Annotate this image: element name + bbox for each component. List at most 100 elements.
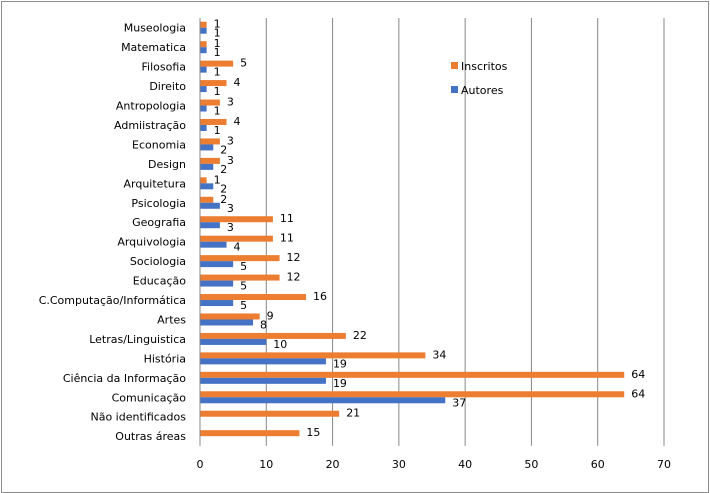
bar-inscritos [200,196,214,203]
data-label-inscritos: 34 [432,348,446,361]
bar-inscritos [200,391,625,398]
bar-inscritos [200,80,227,87]
data-label-inscritos: 16 [313,290,327,303]
bar-inscritos [200,235,273,242]
bar-autores [200,377,326,384]
category-labels: Museologia Matematica Filosofia Direito Antr… [39,22,187,443]
bar-inscritos [200,118,227,125]
data-label-autores: 3 [227,221,234,234]
bar-autores [200,241,227,248]
bar-inscritos [200,352,426,359]
bar-inscritos [200,294,307,301]
x-tick-label: 50 [524,458,538,471]
bar-inscritos [200,60,234,67]
bar-inscritos [200,177,207,184]
data-label-autores: 8 [260,318,267,331]
bar-inscritos [200,371,625,378]
bar-autores [200,105,207,112]
category-label: Artes [157,313,186,326]
category-label: Comunicação [112,391,187,404]
bar-inscritos [200,410,340,417]
bar-inscritos [200,99,220,106]
bar-autores [200,338,267,345]
data-label-inscritos: 1 [214,18,221,31]
bar-inscritos [200,157,220,164]
data-label-autores: 19 [333,357,347,370]
data-label-autores: 5 [240,260,247,273]
x-tick-label: 20 [326,458,340,471]
data-label-inscritos: 3 [227,96,234,109]
data-labels: 1111514131413232122311311412512516598221… [214,18,646,439]
category-label: Letras/Linguistica [89,333,186,346]
bar-inscritos [200,274,280,281]
bar-autores [200,66,207,73]
category-label: Direito [149,80,186,93]
category-label: Psicologia [131,197,186,210]
data-label-inscritos: 3 [227,154,234,167]
data-label-inscritos: 4 [234,76,241,89]
category-label: Outras áreas [115,430,186,443]
data-label-inscritos: 21 [346,407,360,420]
bar-autores [200,300,234,307]
legend-label: Autores [461,84,504,97]
data-label-inscritos: 11 [280,232,294,245]
data-label-autores: 5 [240,280,247,293]
data-label-autores: 1 [214,46,221,59]
data-label-inscritos: 2 [220,193,227,206]
data-label-autores: 3 [227,202,234,215]
category-label: História [144,352,186,365]
legend-label: Inscritos [461,60,508,73]
category-label: Sociologia [130,255,186,268]
category-label: Educação [133,275,186,288]
bar-autores [200,280,234,287]
x-tick-label: 10 [259,458,273,471]
bar-autores [200,202,220,209]
data-label-inscritos: 1 [214,37,221,50]
bar-inscritos [200,216,273,223]
data-label-inscritos: 1 [214,173,221,186]
data-label-inscritos: 5 [240,57,247,70]
bar-autores [200,27,207,34]
bar-inscritos [200,255,280,262]
bar-autores [200,144,214,151]
data-label-autores: 19 [333,377,347,390]
bar-inscritos [200,332,346,339]
x-tick-label: 0 [197,458,204,471]
bar-inscritos [200,313,260,320]
data-label-autores: 4 [234,241,241,254]
data-label-inscritos: 64 [631,387,645,400]
data-label-inscritos: 9 [267,309,274,322]
bar-inscritos [200,21,207,28]
bar-autores [200,222,220,229]
category-label: Design [148,158,186,171]
data-label-autores: 1 [214,66,221,79]
data-label-autores: 1 [214,85,221,98]
category-label: Admiistração [114,119,186,132]
category-label: Antropologia [116,100,186,113]
category-label: Arquitetura [124,177,187,190]
data-label-autores: 2 [220,163,227,176]
data-label-autores: 2 [220,143,227,156]
data-label-autores: 2 [220,182,227,195]
legend-swatch [451,62,458,69]
data-label-inscritos: 64 [631,368,645,381]
data-label-autores: 5 [240,299,247,312]
data-label-autores: 1 [214,124,221,137]
category-label: Filosofia [142,61,187,74]
data-label-inscritos: 15 [306,426,320,439]
legend: Inscritos Autores [451,60,508,97]
data-label-inscritos: 12 [287,251,301,264]
bar-autores [200,183,214,190]
data-label-autores: 37 [452,396,466,409]
x-tick-label: 40 [458,458,472,471]
category-label: Economia [132,138,186,151]
data-label-inscritos: 22 [353,329,367,342]
bar-autores [200,86,207,93]
x-tick-label: 30 [392,458,406,471]
data-label-autores: 10 [273,338,287,351]
data-label-inscritos: 3 [227,134,234,147]
data-label-inscritos: 11 [280,212,294,225]
x-tick-label: 60 [591,458,605,471]
